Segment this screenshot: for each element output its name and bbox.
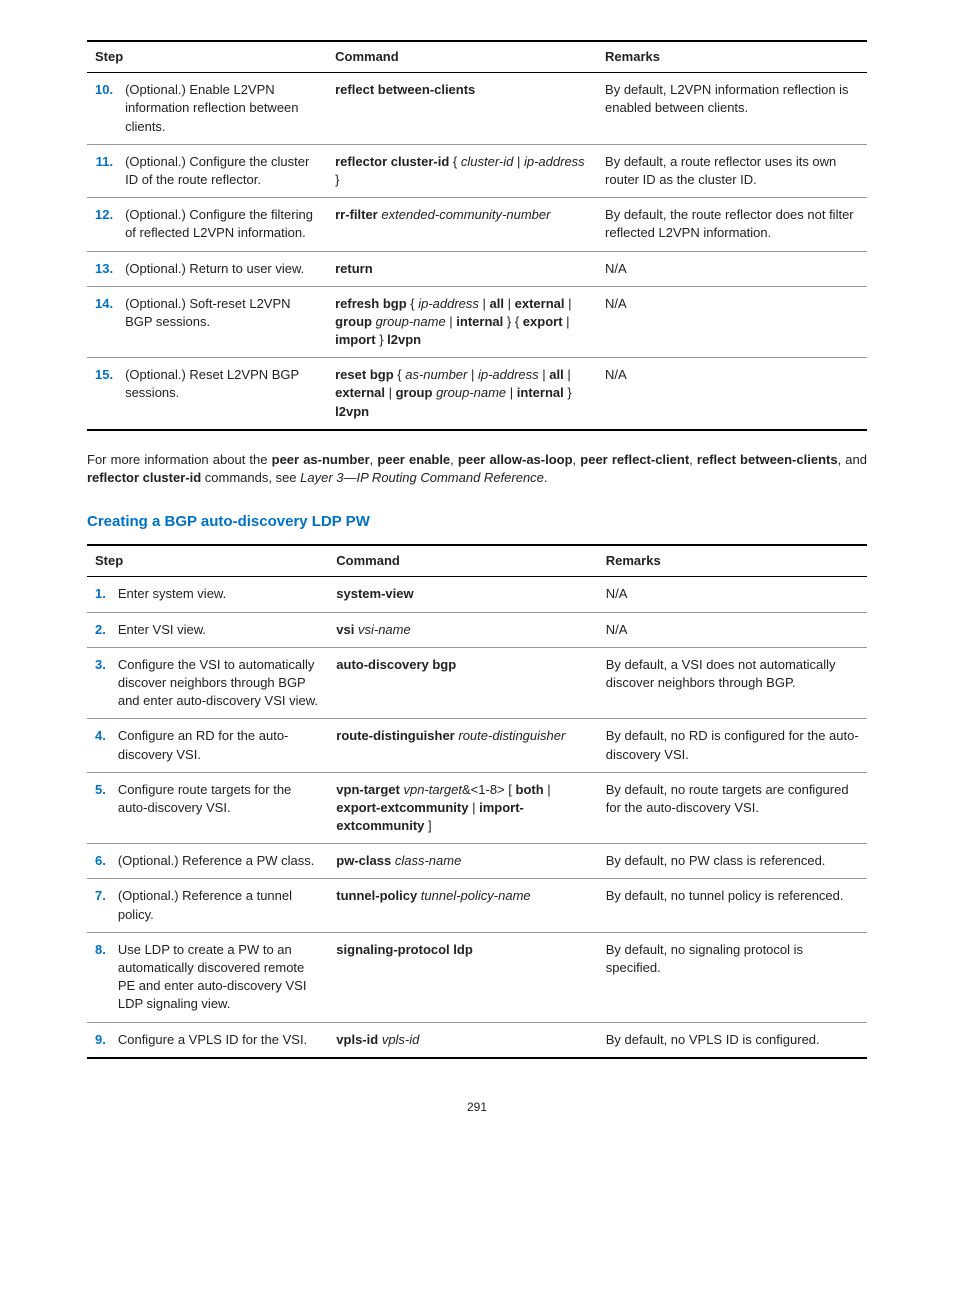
col-remarks-header: Remarks	[598, 545, 867, 577]
col-step-header: Step	[87, 41, 327, 73]
step-description: Use LDP to create a PW to an automatical…	[110, 932, 328, 1022]
command-cell: signaling-protocol ldp	[328, 932, 597, 1022]
step-description: (Optional.) Reference a PW class.	[110, 844, 328, 879]
command-cell: vpn-target vpn-target&<1-8> [ both | exp…	[328, 772, 597, 844]
command-cell: reflector cluster-id { cluster-id | ip-a…	[327, 144, 597, 197]
remarks-cell: By default, no RD is configured for the …	[598, 719, 867, 772]
step-description: Configure route targets for the auto-dis…	[110, 772, 328, 844]
table-row: 10.(Optional.) Enable L2VPN information …	[87, 73, 867, 145]
table-row: 1.Enter system view.system-viewN/A	[87, 577, 867, 612]
command-cell: rr-filter extended-community-number	[327, 198, 597, 251]
step-number: 12.	[87, 198, 117, 251]
table-row: 15.(Optional.) Reset L2VPN BGP sessions.…	[87, 358, 867, 430]
remarks-cell: By default, the route reflector does not…	[597, 198, 867, 251]
remarks-cell: N/A	[597, 286, 867, 358]
step-number: 14.	[87, 286, 117, 358]
remarks-cell: By default, L2VPN information reflection…	[597, 73, 867, 145]
step-description: (Optional.) Return to user view.	[117, 251, 327, 286]
step-number: 4.	[87, 719, 110, 772]
remarks-cell: By default, no PW class is referenced.	[598, 844, 867, 879]
step-description: (Optional.) Reference a tunnel policy.	[110, 879, 328, 932]
command-cell: vsi vsi-name	[328, 612, 597, 647]
remarks-cell: By default, no signaling protocol is spe…	[598, 932, 867, 1022]
table-row: 7.(Optional.) Reference a tunnel policy.…	[87, 879, 867, 932]
col-command-header: Command	[327, 41, 597, 73]
table-row: 5.Configure route targets for the auto-d…	[87, 772, 867, 844]
step-number: 3.	[87, 647, 110, 719]
step-description: Enter system view.	[110, 577, 328, 612]
step-number: 13.	[87, 251, 117, 286]
command-cell: return	[327, 251, 597, 286]
command-cell: pw-class class-name	[328, 844, 597, 879]
step-description: (Optional.) Reset L2VPN BGP sessions.	[117, 358, 327, 430]
step-number: 5.	[87, 772, 110, 844]
step-number: 6.	[87, 844, 110, 879]
step-number: 10.	[87, 73, 117, 145]
remarks-cell: By default, a route reflector uses its o…	[597, 144, 867, 197]
page-number: 291	[87, 1099, 867, 1116]
info-paragraph: For more information about the peer as-n…	[87, 451, 867, 487]
step-description: Configure the VSI to automatically disco…	[110, 647, 328, 719]
table-row: 9.Configure a VPLS ID for the VSI.vpls-i…	[87, 1022, 867, 1058]
step-number: 9.	[87, 1022, 110, 1058]
command-cell: reset bgp { as-number | ip-address | all…	[327, 358, 597, 430]
remarks-cell: N/A	[598, 612, 867, 647]
command-cell: refresh bgp { ip-address | all | externa…	[327, 286, 597, 358]
table-row: 6.(Optional.) Reference a PW class.pw-cl…	[87, 844, 867, 879]
table-row: 2.Enter VSI view.vsi vsi-nameN/A	[87, 612, 867, 647]
step-number: 15.	[87, 358, 117, 430]
remarks-cell: By default, no VPLS ID is configured.	[598, 1022, 867, 1058]
step-description: Configure an RD for the auto-discovery V…	[110, 719, 328, 772]
col-remarks-header: Remarks	[597, 41, 867, 73]
step-number: 1.	[87, 577, 110, 612]
command-cell: tunnel-policy tunnel-policy-name	[328, 879, 597, 932]
table-header-row: Step Command Remarks	[87, 41, 867, 73]
remarks-cell: By default, no tunnel policy is referenc…	[598, 879, 867, 932]
table-row: 12.(Optional.) Configure the filtering o…	[87, 198, 867, 251]
step-description: Configure a VPLS ID for the VSI.	[110, 1022, 328, 1058]
col-command-header: Command	[328, 545, 597, 577]
table-row: 8.Use LDP to create a PW to an automatic…	[87, 932, 867, 1022]
step-number: 7.	[87, 879, 110, 932]
step-number: 11.	[87, 144, 117, 197]
command-cell: reflect between-clients	[327, 73, 597, 145]
remarks-cell: By default, a VSI does not automatically…	[598, 647, 867, 719]
step-description: (Optional.) Enable L2VPN information ref…	[117, 73, 327, 145]
remarks-cell: By default, no route targets are configu…	[598, 772, 867, 844]
command-cell: route-distinguisher route-distinguisher	[328, 719, 597, 772]
command-cell: system-view	[328, 577, 597, 612]
remarks-cell: N/A	[598, 577, 867, 612]
command-cell: vpls-id vpls-id	[328, 1022, 597, 1058]
table-row: 13.(Optional.) Return to user view.retur…	[87, 251, 867, 286]
section-heading: Creating a BGP auto-discovery LDP PW	[87, 511, 867, 532]
step-description: (Optional.) Soft-reset L2VPN BGP session…	[117, 286, 327, 358]
command-table-1: Step Command Remarks 10.(Optional.) Enab…	[87, 40, 867, 431]
step-number: 8.	[87, 932, 110, 1022]
table-row: 3.Configure the VSI to automatically dis…	[87, 647, 867, 719]
remarks-cell: N/A	[597, 251, 867, 286]
step-description: Enter VSI view.	[110, 612, 328, 647]
table-row: 14.(Optional.) Soft-reset L2VPN BGP sess…	[87, 286, 867, 358]
step-number: 2.	[87, 612, 110, 647]
table-header-row: Step Command Remarks	[87, 545, 867, 577]
command-table-2: Step Command Remarks 1.Enter system view…	[87, 544, 867, 1059]
command-cell: auto-discovery bgp	[328, 647, 597, 719]
step-description: (Optional.) Configure the cluster ID of …	[117, 144, 327, 197]
table-row: 4.Configure an RD for the auto-discovery…	[87, 719, 867, 772]
col-step-header: Step	[87, 545, 328, 577]
step-description: (Optional.) Configure the filtering of r…	[117, 198, 327, 251]
remarks-cell: N/A	[597, 358, 867, 430]
table-row: 11.(Optional.) Configure the cluster ID …	[87, 144, 867, 197]
